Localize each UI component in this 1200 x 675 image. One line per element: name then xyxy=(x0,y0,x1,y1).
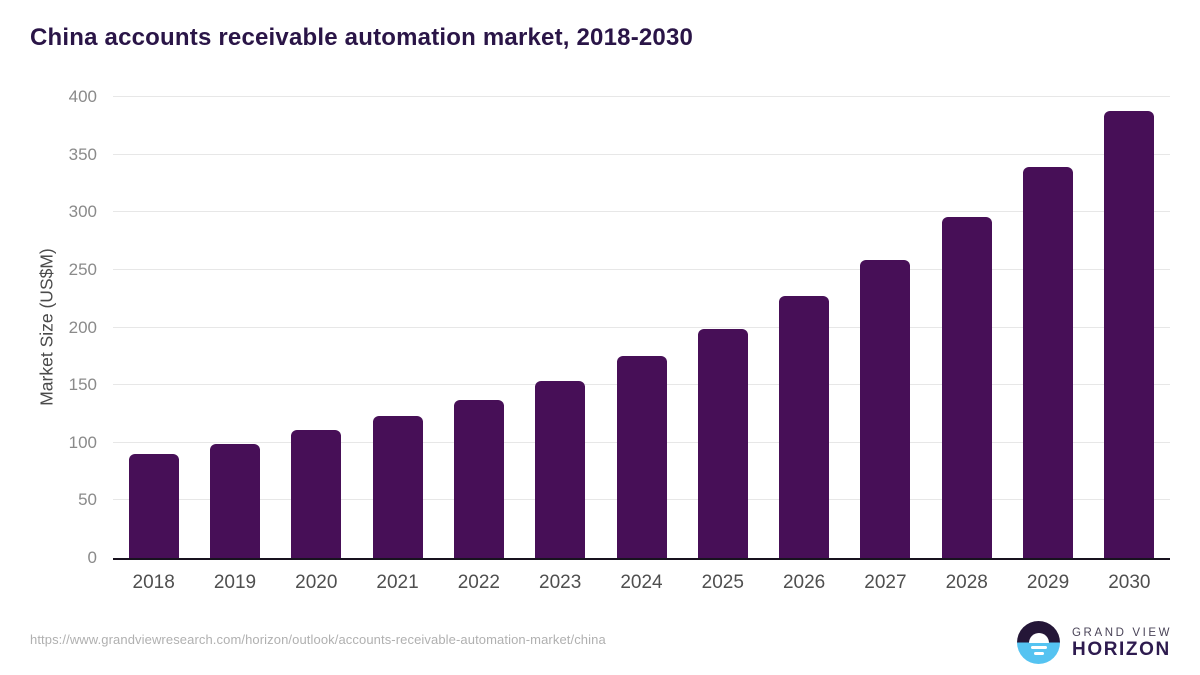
bar-chart: 0 50 100 150 200 250 300 350 400 2018 2019 2020 202… xyxy=(69,88,1170,594)
gridline xyxy=(113,268,1170,270)
gridline xyxy=(113,96,1170,97)
grand-view-horizon-logo: GRAND VIEW HORIZON xyxy=(1017,621,1172,664)
x-tick-2029: 2029 xyxy=(1026,572,1070,593)
bar-2020 xyxy=(291,430,342,558)
y-tick-350: 350 xyxy=(68,144,97,164)
wave-shape xyxy=(1033,651,1044,655)
wave-shape xyxy=(1030,645,1047,649)
y-tick-0: 0 xyxy=(87,548,97,567)
y-tick-50: 50 xyxy=(78,490,97,510)
bar-2022 xyxy=(453,400,504,558)
logo-brand-name: GRAND VIEW xyxy=(1072,626,1173,639)
bar-2026 xyxy=(779,296,830,558)
bar-2027 xyxy=(860,259,911,558)
gridline xyxy=(113,211,1170,213)
x-tick-2023: 2023 xyxy=(539,572,582,593)
x-tick-2025: 2025 xyxy=(701,572,744,593)
x-tick-2027: 2027 xyxy=(864,572,907,593)
page-title: China accounts receivable automation mar… xyxy=(30,24,694,51)
y-tick-200: 200 xyxy=(68,317,97,337)
x-tick-2022: 2022 xyxy=(457,572,501,593)
bar-2029 xyxy=(1023,167,1074,558)
bar-2018 xyxy=(128,454,179,558)
bar-2028 xyxy=(941,216,992,558)
x-tick-2020: 2020 xyxy=(295,572,338,593)
x-tick-2028: 2028 xyxy=(945,572,988,593)
bar-2019 xyxy=(209,443,260,558)
y-tick-400: 400 xyxy=(68,87,97,106)
bar-2021 xyxy=(372,416,423,558)
plot-area: 0 50 100 150 200 250 300 350 400 xyxy=(69,88,1170,567)
x-tick-2018: 2018 xyxy=(132,572,175,593)
bar-2025 xyxy=(697,328,748,558)
gridline xyxy=(113,153,1170,155)
bar-2024 xyxy=(616,356,667,558)
x-tick-2021: 2021 xyxy=(376,572,419,593)
y-tick-250: 250 xyxy=(68,259,97,279)
x-tick-2030: 2030 xyxy=(1108,572,1151,593)
y-tick-300: 300 xyxy=(68,202,97,222)
x-tick-2026: 2026 xyxy=(782,572,826,593)
logo-product-name: HORIZON xyxy=(1072,638,1171,660)
gridline xyxy=(113,326,1170,328)
bar-2023 xyxy=(535,380,586,558)
horizon-sun-icon xyxy=(1017,621,1060,664)
logo-text: GRAND VIEW HORIZON xyxy=(1072,626,1172,660)
x-axis-labels: 2018 2019 2020 2021 2022 2023 2024 2025 2026 2027… xyxy=(113,560,1170,594)
x-tick-2019: 2019 xyxy=(213,572,257,593)
source-url: https://www.grandviewresearch.com/horizo… xyxy=(30,632,606,647)
y-tick-100: 100 xyxy=(68,432,97,452)
x-tick-2024: 2024 xyxy=(620,572,663,593)
y-tick-150: 150 xyxy=(68,375,97,395)
sun-shape xyxy=(1028,632,1049,643)
bar-2030 xyxy=(1104,110,1155,558)
